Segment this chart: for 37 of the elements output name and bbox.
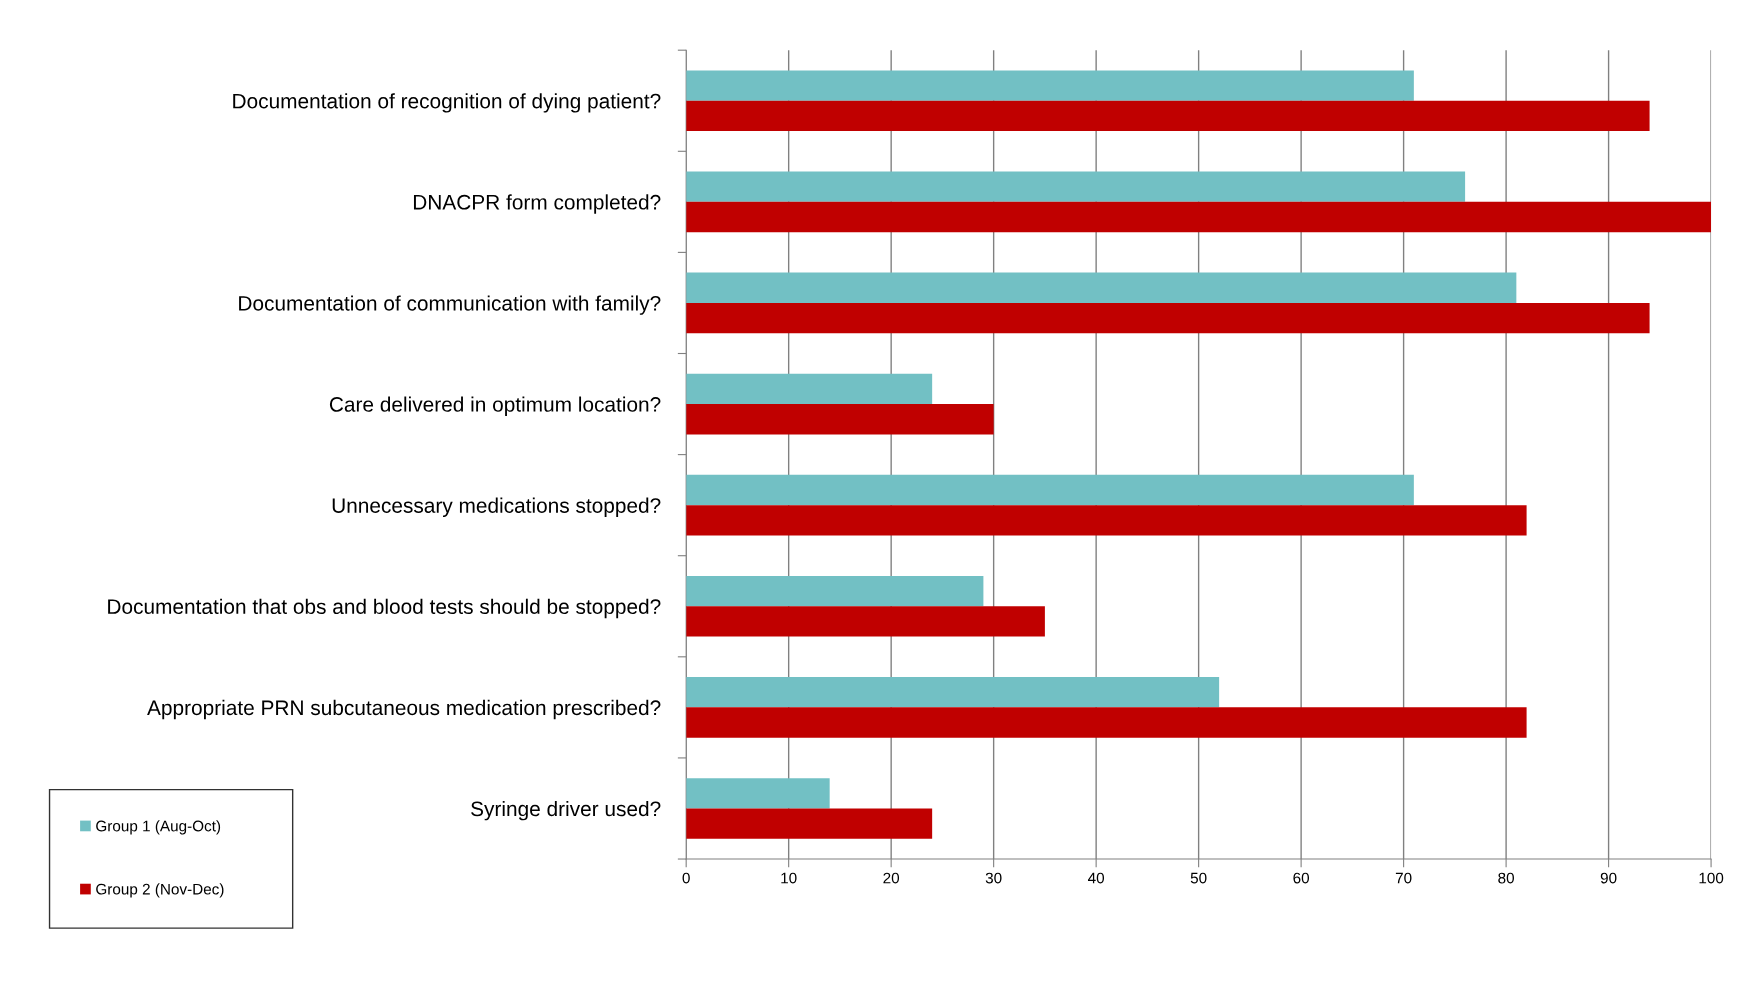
y-tick-label: Syringe driver used? xyxy=(471,800,661,821)
bar xyxy=(686,171,1466,202)
x-tick-label: 0 xyxy=(682,872,690,884)
bar xyxy=(686,373,933,405)
bar xyxy=(686,404,994,435)
x-tick-label: 40 xyxy=(1087,872,1105,884)
y-tick-label: Care delivered in optimum location? xyxy=(329,396,661,416)
x-tick-label: 80 xyxy=(1498,872,1514,884)
bar xyxy=(686,707,1527,738)
bar xyxy=(686,606,1045,637)
x-tick-label: 90 xyxy=(1600,872,1617,884)
bar xyxy=(686,677,1220,708)
x-tick-label: 70 xyxy=(1395,872,1412,884)
x-tick-label: 60 xyxy=(1293,872,1310,884)
bar xyxy=(686,778,830,809)
x-tick-label: 100 xyxy=(1699,872,1724,884)
y-tick-label: Documentation of recognition of dying patient? xyxy=(233,93,661,113)
bar xyxy=(686,201,1712,233)
x-tick-label: 50 xyxy=(1190,872,1207,884)
bar xyxy=(686,100,1650,132)
y-tick-label: Documentation that obs and blood tests should be stopped? xyxy=(108,598,661,619)
bar xyxy=(686,575,984,607)
y-tick-label: DNACPR form completed? xyxy=(413,194,661,214)
bar xyxy=(686,70,1414,101)
bar xyxy=(686,505,1527,536)
y-tick-label: Documentation of communication with family? xyxy=(239,295,661,315)
y-tick-label: Appropriate PRN subcutaneous medication prescribed? xyxy=(147,699,661,720)
y-tick-label: Unnecessary medications stopped? xyxy=(332,497,661,518)
legend-label: Group 2 (Nov-Dec) xyxy=(96,883,224,898)
legend-label: Group 1 (Aug-Oct) xyxy=(96,820,221,835)
bar xyxy=(686,272,1517,303)
bar xyxy=(686,302,1650,334)
x-tick-label: 30 xyxy=(985,872,1002,884)
x-tick-label: 10 xyxy=(781,872,797,884)
bar xyxy=(686,808,933,839)
bar xyxy=(686,474,1414,506)
x-tick-label: 20 xyxy=(883,872,900,884)
